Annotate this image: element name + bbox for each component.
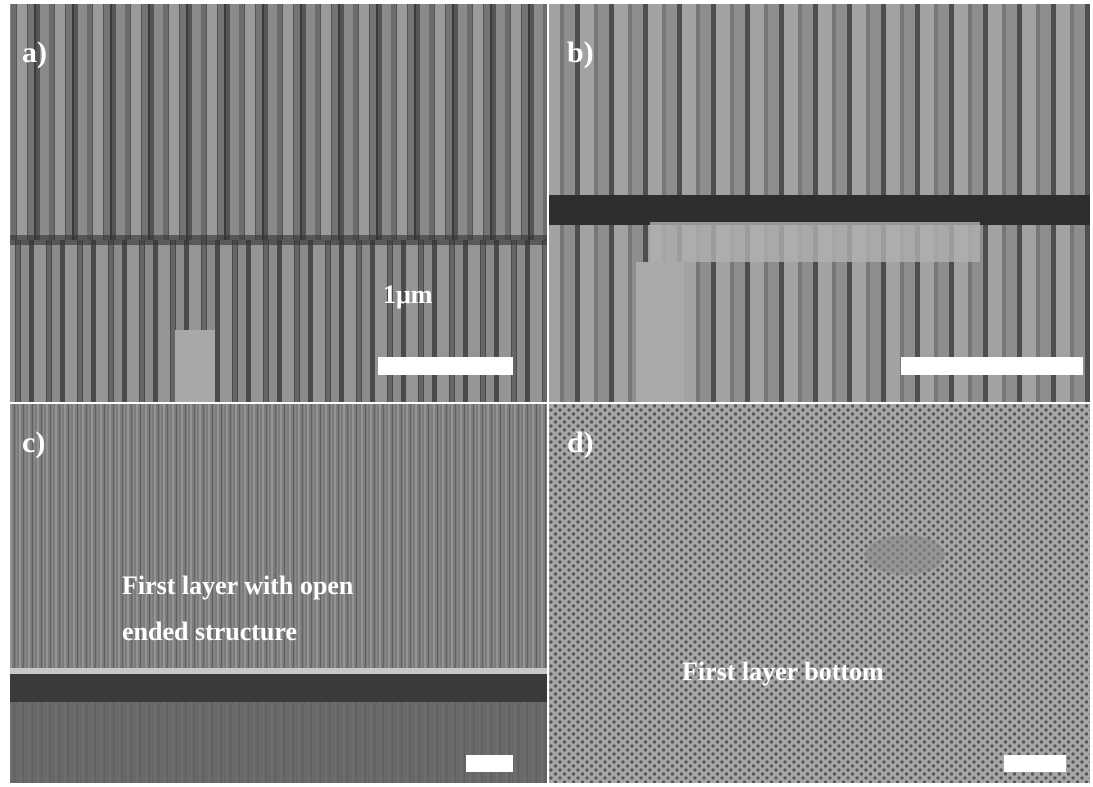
caption-line: ended structure	[122, 617, 297, 646]
broken-tops	[650, 222, 980, 262]
column	[636, 262, 684, 402]
scale-bar	[466, 755, 513, 772]
micrograph	[549, 404, 1090, 783]
scale-bar	[901, 357, 1083, 375]
panel-a: a) 1μm	[10, 4, 547, 402]
panel-b: b)	[549, 4, 1090, 402]
fracture	[10, 235, 547, 245]
scale-bar-label: 1μm	[383, 280, 433, 309]
defect	[865, 535, 945, 575]
gap	[10, 674, 547, 702]
layer-edge	[10, 668, 547, 674]
figure: a) 1μm b) c) First layer with open ended…	[0, 0, 1093, 787]
panel-label: b)	[567, 36, 594, 69]
fracture	[549, 195, 1090, 225]
panel-d: d) First layer bottom	[549, 404, 1090, 783]
scale-bar	[378, 357, 513, 375]
scale-bar	[1004, 755, 1066, 772]
panel-label: c)	[22, 426, 45, 459]
micrograph-lower	[10, 240, 547, 402]
caption-line: First layer with open	[122, 571, 354, 600]
panel-label: a)	[22, 36, 47, 69]
column	[175, 330, 215, 402]
panel-c: c) First layer with open ended structure	[10, 404, 547, 783]
panel-label: d)	[567, 426, 594, 459]
caption-line: First layer bottom	[682, 657, 884, 686]
